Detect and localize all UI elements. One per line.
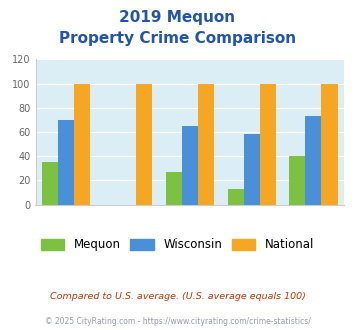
Text: Compared to U.S. average. (U.S. average equals 100): Compared to U.S. average. (U.S. average …: [50, 292, 305, 301]
Text: Property Crime Comparison: Property Crime Comparison: [59, 31, 296, 46]
Bar: [136, 83, 152, 205]
Bar: [166, 172, 182, 205]
Bar: [289, 156, 305, 205]
Bar: [58, 120, 75, 205]
Bar: [182, 126, 198, 205]
Bar: [198, 83, 214, 205]
Text: 2019 Mequon: 2019 Mequon: [119, 10, 236, 25]
Bar: [42, 162, 58, 205]
Bar: [244, 134, 260, 205]
Bar: [305, 116, 322, 205]
Bar: [75, 83, 91, 205]
Bar: [260, 83, 276, 205]
Bar: [322, 83, 338, 205]
Bar: [228, 189, 244, 205]
Legend: Mequon, Wisconsin, National: Mequon, Wisconsin, National: [36, 234, 319, 256]
Text: © 2025 CityRating.com - https://www.cityrating.com/crime-statistics/: © 2025 CityRating.com - https://www.city…: [45, 317, 310, 326]
